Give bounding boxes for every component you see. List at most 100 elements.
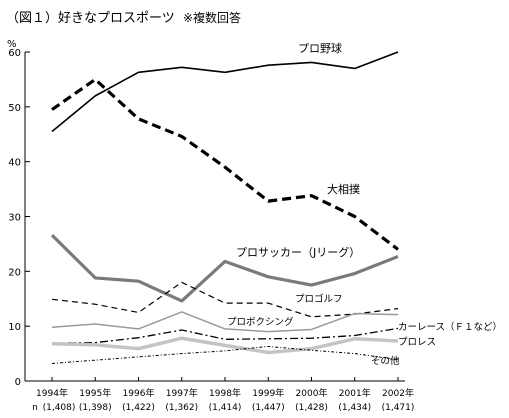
chart-subtitle: ※複数回答 — [183, 10, 241, 25]
data-point-car-racing — [95, 342, 96, 343]
data-point-pro-golf — [268, 303, 269, 304]
sample-size-prefix: n — [32, 403, 38, 413]
data-point-car-racing — [138, 337, 139, 338]
data-point-other — [224, 350, 225, 351]
data-point-pro-soccer — [311, 284, 312, 285]
data-point-pro-boxing — [397, 314, 398, 315]
y-axis-unit: % — [7, 39, 17, 50]
data-point-pro-wrestling — [181, 338, 182, 339]
data-point-pro-soccer — [51, 235, 52, 236]
data-point-pro-baseball — [224, 72, 225, 73]
data-point-car-racing — [268, 338, 269, 339]
sample-size-label: (1,471) — [382, 403, 415, 413]
data-point-sumo — [138, 118, 139, 119]
data-point-pro-baseball — [181, 67, 182, 68]
series-line-pro-wrestling — [51, 336, 399, 355]
series-line-car-racing — [51, 327, 399, 344]
data-point-pro-baseball — [95, 95, 96, 96]
data-point-pro-golf — [181, 282, 182, 283]
data-point-pro-boxing — [354, 313, 355, 314]
data-point-other — [311, 350, 312, 351]
data-point-pro-boxing — [181, 311, 182, 312]
data-point-pro-soccer — [354, 273, 355, 274]
data-point-pro-boxing — [51, 327, 52, 328]
data-point-pro-wrestling — [95, 344, 96, 345]
data-point-other — [138, 356, 139, 357]
data-point-sumo — [95, 79, 96, 80]
series-label-car-racing: カーレース（Ｆ１など） — [398, 321, 502, 333]
x-tick-label: 1999年 — [252, 387, 284, 399]
data-point-pro-wrestling — [354, 338, 355, 339]
data-point-pro-golf — [224, 303, 225, 304]
x-tick-label: 1998年 — [209, 387, 241, 399]
data-point-pro-baseball — [268, 65, 269, 66]
x-tick-label: 1994年 — [36, 387, 68, 399]
data-point-pro-boxing — [95, 323, 96, 324]
data-point-pro-boxing — [138, 328, 139, 329]
data-point-car-racing — [354, 335, 355, 336]
data-point-other — [95, 360, 96, 361]
series-line-other — [51, 345, 399, 364]
series-label-other: その他 — [371, 355, 400, 367]
sample-size-label: (1,428) — [295, 403, 328, 413]
sample-size-label: (1,362) — [165, 403, 198, 413]
sample-size-label: (1,408) — [43, 403, 76, 413]
data-point-pro-soccer — [95, 277, 96, 278]
sample-size-label: (1,422) — [122, 403, 155, 413]
data-point-pro-soccer — [138, 281, 139, 282]
series-label-sumo: 大相撲 — [327, 182, 360, 196]
data-point-pro-wrestling — [311, 348, 312, 349]
data-point-pro-golf — [311, 316, 312, 317]
data-point-sumo — [51, 109, 52, 110]
data-point-pro-wrestling — [224, 345, 225, 346]
data-point-sumo — [181, 136, 182, 137]
series-label-pro-golf: プロゴルフ — [295, 293, 343, 305]
series-line-pro-boxing — [51, 311, 399, 333]
series-label-pro-wrestling: プロレス — [398, 337, 436, 348]
y-tick-label: 0 — [15, 377, 21, 388]
data-point-pro-soccer — [181, 300, 182, 301]
data-point-sumo — [224, 167, 225, 168]
y-tick-label: 30 — [8, 213, 21, 224]
y-tick-label: 60 — [8, 48, 21, 59]
data-point-pro-golf — [138, 312, 139, 313]
sample-size-label: (1,398) — [79, 403, 112, 413]
data-point-other — [354, 353, 355, 354]
x-tick-label: 1996年 — [123, 387, 155, 399]
data-point-pro-soccer — [224, 261, 225, 262]
series-line-sumo — [51, 77, 399, 251]
data-point-pro-boxing — [311, 329, 312, 330]
data-point-pro-baseball — [311, 62, 312, 63]
data-point-car-racing — [311, 338, 312, 339]
data-point-pro-boxing — [268, 331, 269, 332]
data-point-pro-boxing — [224, 328, 225, 329]
data-point-other — [181, 353, 182, 354]
data-point-pro-soccer — [268, 276, 269, 277]
x-tick-label: 2000年 — [296, 387, 328, 399]
data-point-pro-baseball — [354, 68, 355, 69]
data-point-car-racing — [224, 339, 225, 340]
chart-title: （図１）好きなプロスポーツ — [6, 11, 175, 26]
sample-size-label: (1,434) — [338, 403, 371, 413]
data-point-pro-golf — [95, 304, 96, 305]
data-point-sumo — [311, 195, 312, 196]
series-label-pro-baseball: プロ野球 — [298, 41, 342, 55]
series-label-pro-boxing: プロボクシング — [227, 316, 294, 328]
data-point-pro-baseball — [138, 72, 139, 73]
series-line-pro-baseball — [51, 51, 399, 133]
y-tick-label: 50 — [8, 103, 21, 114]
data-point-pro-golf — [397, 308, 398, 309]
x-tick-label: 2002年 — [382, 387, 414, 399]
data-point-sumo — [354, 216, 355, 217]
series-label-pro-soccer: プロサッカー（Jリーグ） — [236, 245, 360, 259]
y-tick-label: 20 — [8, 267, 21, 278]
data-point-sumo — [268, 201, 269, 202]
data-point-pro-baseball — [397, 51, 398, 52]
data-point-other — [51, 363, 52, 364]
data-point-pro-soccer — [397, 256, 398, 257]
series-line-pro-soccer — [50, 234, 399, 303]
data-point-pro-baseball — [51, 131, 52, 132]
series-line-pro-golf — [51, 281, 399, 318]
data-point-pro-golf — [51, 299, 52, 300]
